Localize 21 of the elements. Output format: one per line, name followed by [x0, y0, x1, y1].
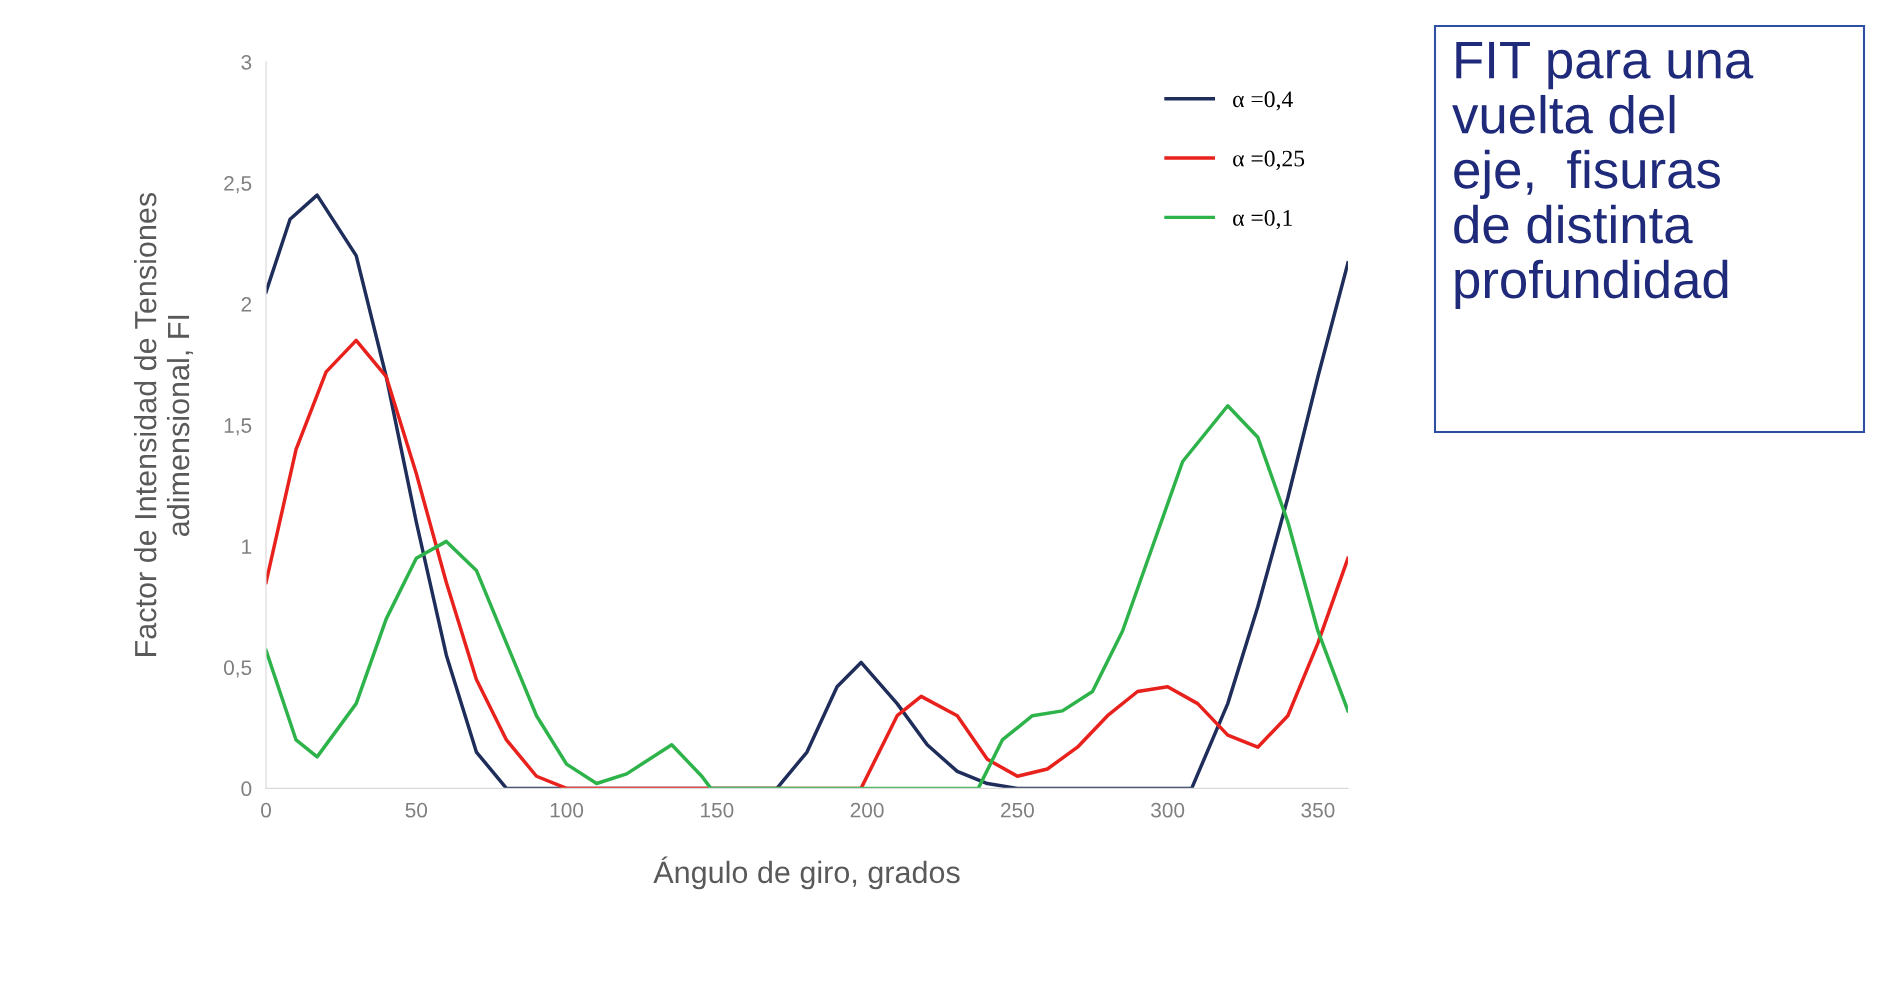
x-tick-label: 200 — [850, 802, 884, 818]
x-axis-title: Ángulo de giro, grados — [653, 856, 960, 890]
legend-label: α =0,25 — [1233, 150, 1305, 170]
y-tick-label: 3 — [241, 54, 252, 70]
x-tick-label: 350 — [1301, 802, 1335, 818]
y-tick-label: 2,5 — [224, 176, 252, 194]
legend-label: α =0,4 — [1233, 91, 1293, 111]
y-tick-label: 0,5 — [223, 660, 252, 678]
x-tick-label: 50 — [405, 802, 428, 818]
x-tick-label: 250 — [1001, 802, 1034, 818]
y-tick-label: 0 — [241, 781, 252, 797]
x-tick-label: 100 — [550, 802, 584, 818]
y-tick-label: 1 — [242, 539, 252, 554]
y-tick-label: 1,5 — [224, 418, 252, 436]
y-axis-title: Factor de Intensidad de Tensiones adimensional, FI — [134, 192, 193, 656]
x-tick-label: 0 — [261, 802, 271, 818]
x-tick-label: 300 — [1151, 802, 1185, 818]
legend-label: α =0,1 — [1233, 209, 1292, 230]
text: FIT para una vuelta del eje, fisuras de distinta profundidad — [1452, 41, 1754, 309]
x-tick-label: 150 — [701, 802, 734, 818]
y-tick-label: 2 — [241, 297, 252, 312]
